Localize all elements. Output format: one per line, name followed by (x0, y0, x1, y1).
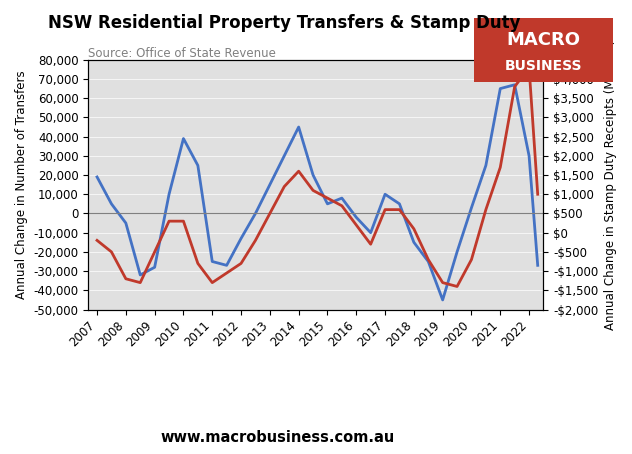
Transfers (151, 265, 159, 270)
Stamp Duty Receipts (179, 218, 187, 224)
Transfers (482, 163, 490, 168)
Transfers (137, 272, 144, 278)
Transfers (511, 82, 518, 88)
Stamp Duty Receipts (468, 257, 475, 262)
Stamp Duty Receipts (223, 270, 231, 276)
Y-axis label: Annual Change in Stamp Duty Receipts (Millions): Annual Change in Stamp Duty Receipts (Mi… (604, 39, 617, 330)
Transfers (497, 86, 504, 91)
Legend:  (274, 371, 284, 381)
Transfers (179, 136, 187, 141)
Transfers (353, 215, 360, 220)
Transfers (122, 220, 130, 226)
Stamp Duty Receipts (511, 84, 518, 89)
Text: NSW Residential Property Transfers & Stamp Duty: NSW Residential Property Transfers & Sta… (48, 14, 521, 32)
Text: www.macrobusiness.com.au: www.macrobusiness.com.au (161, 430, 395, 445)
Stamp Duty Receipts (107, 249, 115, 255)
Stamp Duty Receipts (209, 280, 216, 286)
Stamp Duty Receipts (237, 261, 245, 266)
Stamp Duty Receipts (324, 195, 331, 201)
Line: Stamp Duty Receipts: Stamp Duty Receipts (97, 68, 538, 286)
Stamp Duty Receipts (453, 284, 461, 289)
Transfers (107, 201, 115, 207)
Stamp Duty Receipts (534, 192, 542, 197)
Transfers (194, 163, 202, 168)
Stamp Duty Receipts (439, 280, 446, 286)
Transfers (281, 153, 288, 158)
Transfers (534, 262, 542, 268)
Text: BUSINESS: BUSINESS (505, 59, 582, 73)
Stamp Duty Receipts (338, 203, 346, 208)
Stamp Duty Receipts (410, 226, 418, 232)
Transfers (525, 153, 533, 158)
Text: MACRO: MACRO (506, 31, 581, 49)
Stamp Duty Receipts (367, 242, 374, 247)
Transfers (381, 192, 389, 197)
Stamp Duty Receipts (266, 211, 274, 216)
Stamp Duty Receipts (309, 188, 317, 193)
Stamp Duty Receipts (425, 257, 432, 262)
Stamp Duty Receipts (122, 276, 130, 281)
Transfers (223, 262, 231, 268)
Y-axis label: Annual Change in Number of Transfers: Annual Change in Number of Transfers (15, 70, 28, 299)
Transfers (252, 211, 259, 216)
Stamp Duty Receipts (353, 222, 360, 228)
Line: Transfers: Transfers (97, 85, 538, 300)
Transfers (324, 201, 331, 207)
Transfers (396, 201, 403, 207)
Stamp Duty Receipts (252, 237, 259, 243)
Stamp Duty Receipts (396, 207, 403, 212)
Transfers (165, 192, 173, 197)
Stamp Duty Receipts (165, 218, 173, 224)
Stamp Duty Receipts (497, 165, 504, 170)
Transfers (439, 297, 446, 303)
Transfers (468, 205, 475, 210)
Transfers (425, 259, 432, 264)
Transfers (237, 236, 245, 241)
Transfers (266, 182, 274, 188)
Text: Source: Office of State Revenue: Source: Office of State Revenue (88, 47, 276, 60)
Stamp Duty Receipts (194, 261, 202, 266)
Transfers (338, 195, 346, 201)
Stamp Duty Receipts (281, 184, 288, 189)
Stamp Duty Receipts (482, 207, 490, 212)
Transfers (295, 124, 303, 130)
Transfers (94, 174, 101, 180)
Stamp Duty Receipts (151, 249, 159, 255)
Stamp Duty Receipts (525, 65, 533, 70)
Transfers (309, 173, 317, 178)
Transfers (453, 249, 461, 255)
Transfers (367, 230, 374, 236)
Transfers (410, 240, 418, 245)
Transfers (209, 259, 216, 264)
Stamp Duty Receipts (381, 207, 389, 212)
Stamp Duty Receipts (137, 280, 144, 286)
Stamp Duty Receipts (295, 168, 303, 174)
Stamp Duty Receipts (94, 237, 101, 243)
